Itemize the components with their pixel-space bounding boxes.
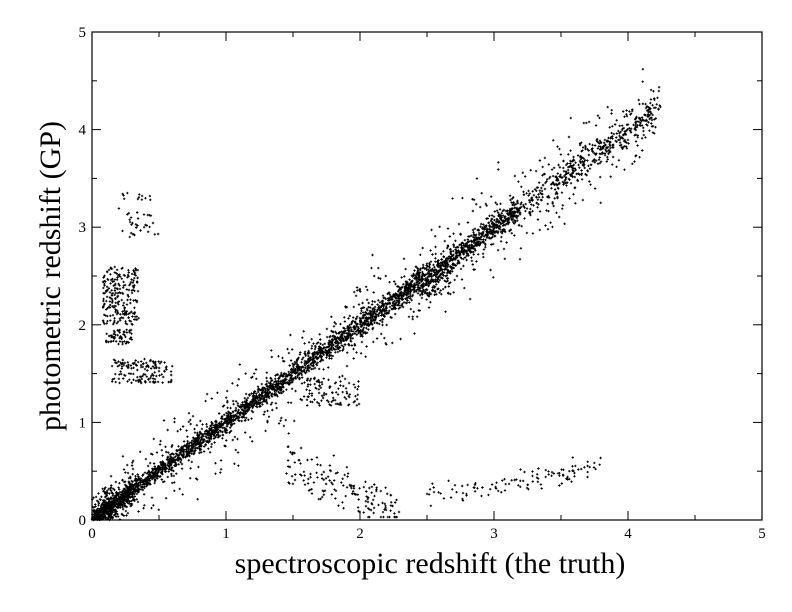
x-tick-label: 5 xyxy=(758,526,766,542)
points-layer xyxy=(90,68,662,522)
y-tick-label: 4 xyxy=(79,123,87,139)
ticks-layer: 0 1 2 3 4 5 0 1 2 3 4 5 xyxy=(79,25,766,542)
scatter-points xyxy=(90,68,662,522)
x-tick-label: 4 xyxy=(624,526,632,542)
y-axis-title: photometric redshift (GP) xyxy=(34,121,67,431)
x-tick-label: 1 xyxy=(222,526,230,542)
x-tick-label: 3 xyxy=(490,526,498,542)
y-tick-label: 1 xyxy=(79,415,87,431)
y-tick-label: 0 xyxy=(79,513,87,529)
x-tick-label: 0 xyxy=(88,526,96,542)
y-tick-label: 5 xyxy=(79,25,87,41)
x-tick-label: 2 xyxy=(356,526,364,542)
y-tick-label: 2 xyxy=(79,318,87,334)
y-tick-label: 3 xyxy=(79,220,87,236)
x-axis-title: spectroscopic redshift (the truth) xyxy=(235,547,626,580)
